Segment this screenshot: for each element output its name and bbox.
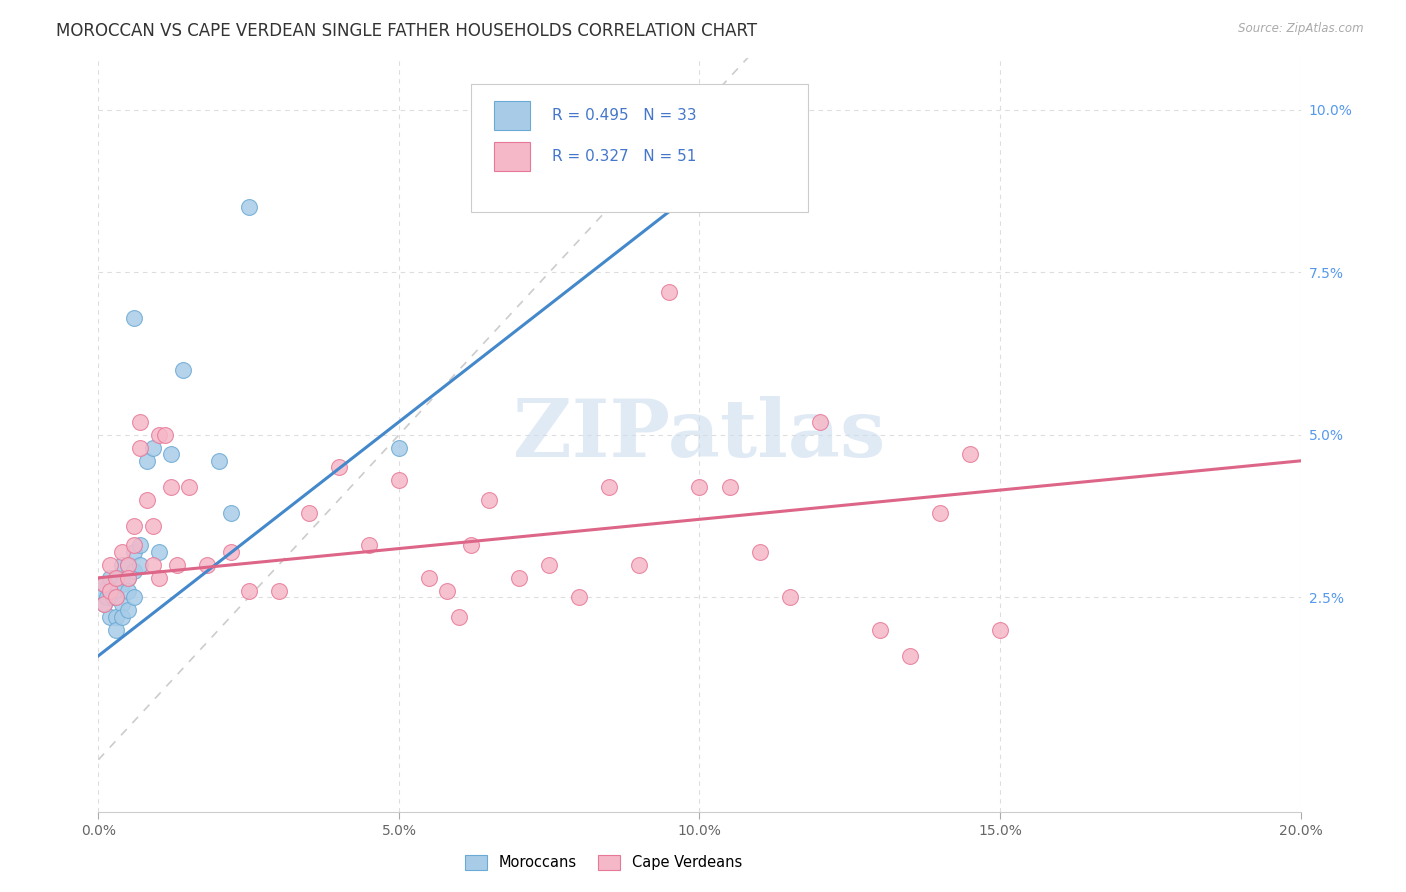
Point [869,623,891,637]
Point [141,441,163,455]
Point [808,415,831,429]
Point [177,480,200,494]
Point [90,583,112,598]
Text: R = 0.495   N = 33: R = 0.495 N = 33 [551,108,696,123]
Point [111,577,134,591]
Point [105,609,128,624]
Point [779,591,801,605]
Point [172,363,194,377]
Point [111,545,134,559]
Legend: Moroccans, Cape Verdeans: Moroccans, Cape Verdeans [458,849,748,876]
Point [929,506,952,520]
Point [124,310,146,325]
Point [418,571,440,585]
Point [447,609,470,624]
Point [159,447,181,461]
Point [96,591,118,605]
Point [108,571,131,585]
Point [105,591,128,605]
Point [388,473,411,487]
Point [357,538,380,552]
Text: MOROCCAN VS CAPE VERDEAN SINGLE FATHER HOUSEHOLDS CORRELATION CHART: MOROCCAN VS CAPE VERDEAN SINGLE FATHER H… [56,22,758,40]
Point [141,558,163,572]
Point [124,591,146,605]
Point [388,441,411,455]
Point [598,480,620,494]
Point [748,545,770,559]
Text: ZIPatlas: ZIPatlas [513,396,886,474]
Point [898,648,921,663]
Point [105,591,128,605]
Text: R = 0.327   N = 51: R = 0.327 N = 51 [551,149,696,164]
FancyBboxPatch shape [471,85,807,212]
Point [100,558,122,572]
Point [111,609,134,624]
FancyBboxPatch shape [494,101,530,129]
Point [124,518,146,533]
Text: Source: ZipAtlas.com: Source: ZipAtlas.com [1239,22,1364,36]
Point [298,506,321,520]
Point [135,454,157,468]
Point [219,506,242,520]
Point [129,415,152,429]
Point [159,480,181,494]
Point [148,545,170,559]
Point [141,518,163,533]
Point [129,558,152,572]
Point [166,558,188,572]
FancyBboxPatch shape [494,143,530,171]
Point [93,577,115,591]
Point [959,447,981,461]
Point [117,571,139,585]
Point [129,538,152,552]
Point [111,558,134,572]
Point [103,591,125,605]
Point [93,597,115,611]
Point [111,597,134,611]
Point [689,480,711,494]
Point [117,558,139,572]
Point [105,571,128,585]
Point [124,564,146,578]
Point [100,571,122,585]
Point [148,427,170,442]
Point [238,583,260,598]
Point [153,427,176,442]
Point [129,441,152,455]
Point [988,623,1011,637]
Point [195,558,218,572]
Point [100,583,122,598]
Point [538,558,561,572]
Point [238,201,260,215]
Point [208,454,231,468]
Point [436,583,458,598]
Point [478,492,501,507]
Point [328,460,350,475]
Point [568,591,591,605]
Point [100,609,122,624]
Point [460,538,482,552]
Point [100,583,122,598]
Point [105,623,128,637]
Point [508,571,530,585]
Point [135,492,157,507]
Point [105,571,128,585]
Point [148,571,170,585]
Point [93,577,115,591]
Point [124,545,146,559]
Point [117,558,139,572]
Point [628,558,651,572]
Point [117,603,139,617]
Point [658,285,681,299]
Point [219,545,242,559]
Point [93,597,115,611]
Point [718,480,741,494]
Point [117,583,139,598]
Point [117,571,139,585]
Point [124,538,146,552]
Point [267,583,290,598]
